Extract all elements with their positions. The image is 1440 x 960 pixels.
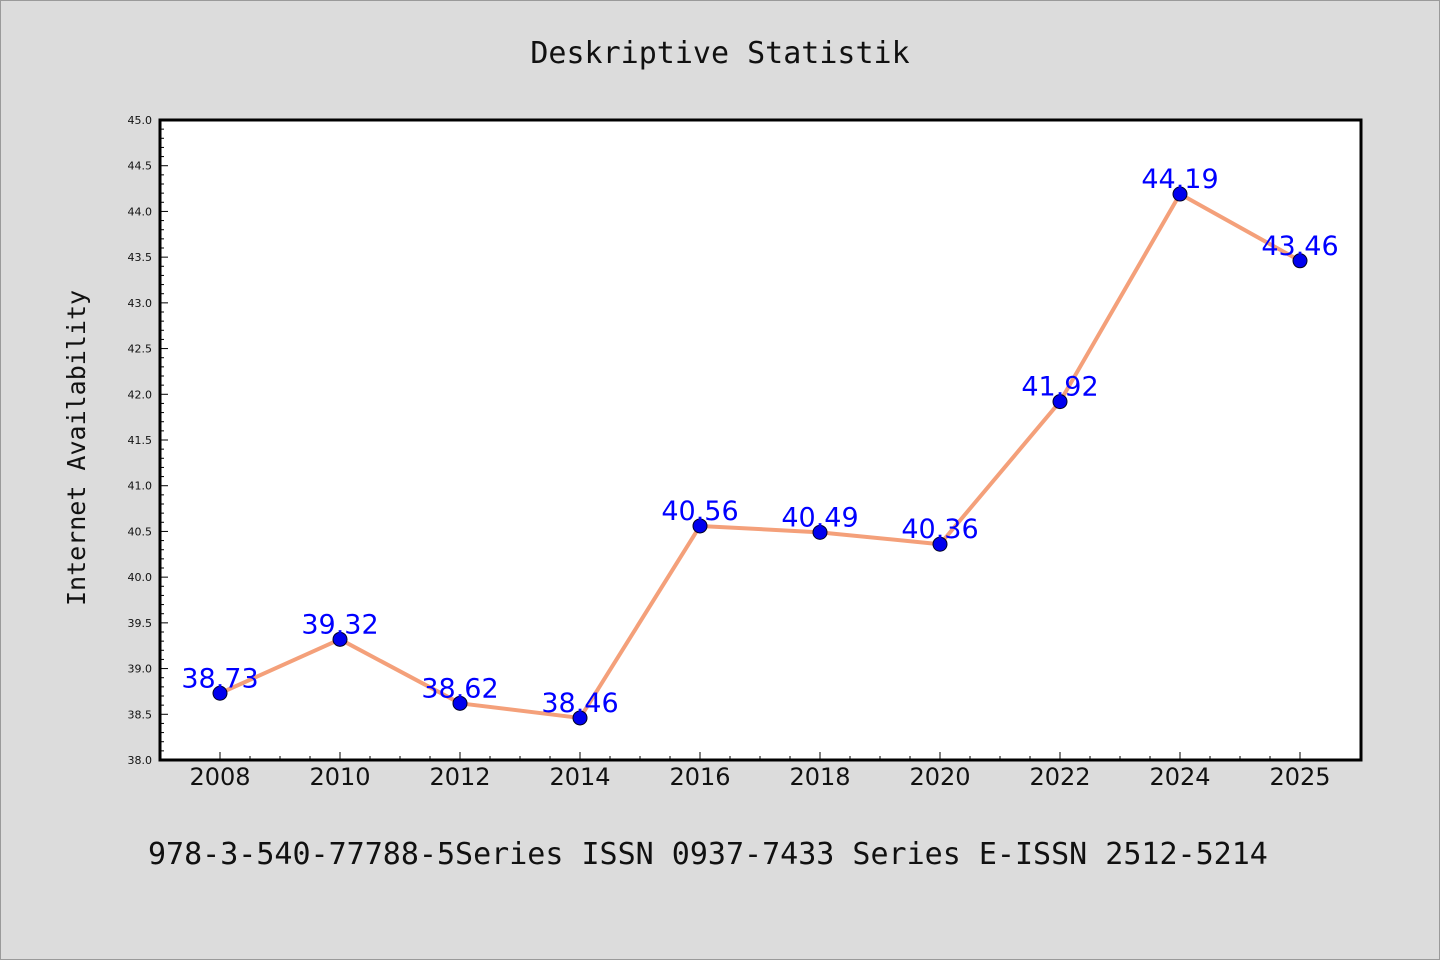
data-point xyxy=(1292,253,1308,269)
series-line xyxy=(218,192,1302,720)
y-tick-label: 43.0 xyxy=(128,297,153,310)
data-point xyxy=(812,524,828,540)
data-label: 40.36 xyxy=(901,514,978,545)
x-tick-label: 2016 xyxy=(669,763,730,791)
x-axis: 2008 2010 2012 2014 2016 2018 2020 2022 2024 2025 xyxy=(189,752,1331,791)
data-label: 43.46 xyxy=(1261,231,1338,262)
y-tick-label: 42.5 xyxy=(128,343,153,356)
y-tick-label: 45.0 xyxy=(128,114,153,127)
plot-area xyxy=(158,118,1363,762)
data-label: 39.32 xyxy=(301,609,378,640)
data-point xyxy=(572,710,588,726)
x-tick-label: 2024 xyxy=(1149,763,1210,791)
y-tick-label: 44.5 xyxy=(128,160,153,173)
y-tick-label: 39.0 xyxy=(128,663,153,676)
y-tick-label: 40.0 xyxy=(128,571,153,584)
y-tick-label: 38.0 xyxy=(128,754,153,767)
data-label: 40.56 xyxy=(661,496,738,527)
y-axis: 38.0 38.5 39.0 39.5 40.0 40.5 41.0 41.5 42.0 42.5… xyxy=(128,114,168,767)
x-tick-label: 2010 xyxy=(309,763,370,791)
chart-title: Deskriptive Statistik xyxy=(530,36,909,71)
data-point xyxy=(932,536,948,552)
x-tick-label: 2025 xyxy=(1269,763,1330,791)
data-label: 40.49 xyxy=(781,502,858,533)
y-axis-label: Internet Availability xyxy=(62,290,91,606)
y-tick-label: 44.0 xyxy=(128,205,153,218)
data-label: 44.19 xyxy=(1141,164,1218,195)
isbn-footer: 978-3-540-77788-5Series ISSN 0937-7433 S… xyxy=(148,837,1268,872)
x-tick-label: 2012 xyxy=(429,763,490,791)
data-point xyxy=(332,631,348,647)
y-tick-label: 41.0 xyxy=(128,480,153,493)
data-label: 38.62 xyxy=(421,673,498,704)
x-tick-label: 2020 xyxy=(909,763,970,791)
y-tick-label: 40.5 xyxy=(128,525,153,538)
y-tick-label: 42.0 xyxy=(128,388,153,401)
x-tick-label: 2022 xyxy=(1029,763,1090,791)
data-point xyxy=(692,518,708,534)
series-group: 38.73 39.32 38.62 38.46 40.56 40.49 40.36 41.92… xyxy=(181,164,1339,726)
y-tick-label: 39.5 xyxy=(128,617,153,630)
y-tick-label: 43.5 xyxy=(128,251,153,264)
data-label: 38.73 xyxy=(181,663,258,694)
y-tick-label: 38.5 xyxy=(128,708,153,721)
x-tick-label: 2014 xyxy=(549,763,610,791)
x-tick-label: 2008 xyxy=(189,763,250,791)
data-label: 38.46 xyxy=(541,688,618,719)
x-tick-label: 2018 xyxy=(789,763,850,791)
data-label: 41.92 xyxy=(1021,372,1098,403)
data-point xyxy=(212,685,228,701)
data-point xyxy=(1052,394,1068,410)
data-point xyxy=(452,695,468,711)
y-tick-label: 41.5 xyxy=(128,434,153,447)
data-point xyxy=(1172,186,1188,202)
